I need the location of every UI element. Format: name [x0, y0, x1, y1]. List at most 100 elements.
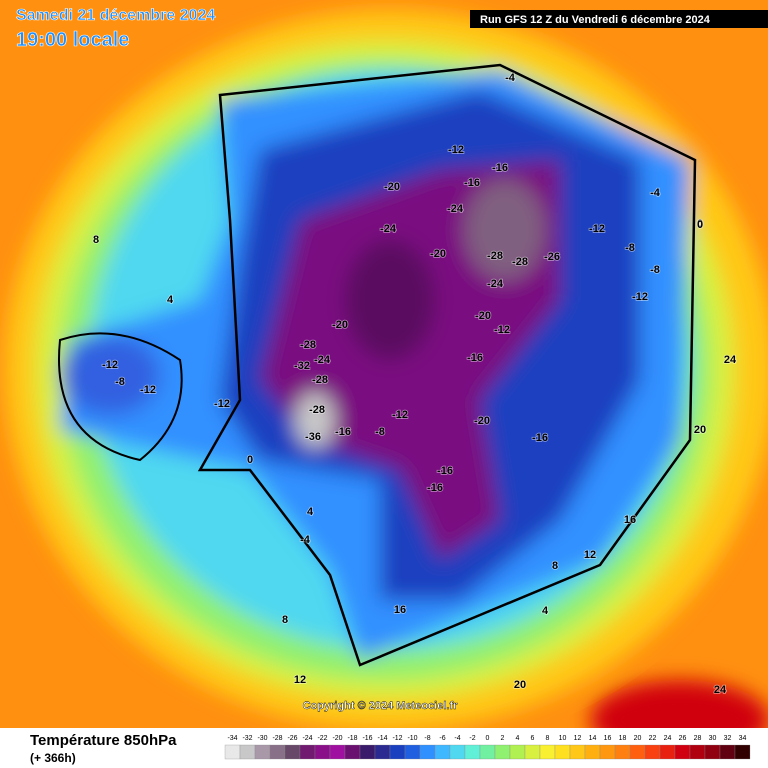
- contour-label: -24: [380, 223, 397, 235]
- scale-cell: [329, 744, 346, 760]
- scale-label: -6: [439, 735, 445, 742]
- contour-label: 12: [294, 674, 306, 686]
- contour-label: 8: [552, 560, 558, 572]
- contour-label: -4: [300, 534, 311, 546]
- contour-label: 24: [714, 684, 727, 696]
- scale-cell: [719, 744, 736, 760]
- scale-label: 8: [546, 735, 550, 742]
- lead-time: (+ 366h): [30, 751, 76, 765]
- scale-cell: [359, 744, 376, 760]
- scale-label: 22: [649, 735, 657, 742]
- contour-label: -16: [335, 426, 351, 438]
- scale-label: -14: [377, 735, 387, 742]
- contour-label: -24: [314, 354, 331, 366]
- scale-label: 14: [589, 735, 597, 742]
- scale-cell: [509, 744, 526, 760]
- contour-label: -4: [650, 187, 661, 199]
- contour-label: -16: [492, 162, 508, 174]
- contour-label: -12: [102, 359, 118, 371]
- contour-label: -28: [312, 374, 328, 386]
- scale-cell: [734, 744, 751, 760]
- contour-label: -12: [392, 409, 408, 421]
- date-title: Samedi 21 décembre 2024: [16, 7, 215, 24]
- scale-label: -30: [257, 735, 267, 742]
- scale-cell: [254, 744, 271, 760]
- copyright: Copyright © 2024 Meteociel.fr: [303, 700, 459, 712]
- scale-cell: [569, 744, 586, 760]
- zero-contour: [197, 63, 697, 667]
- scale-cell: [539, 744, 556, 760]
- contour-label: -8: [115, 376, 125, 388]
- run-info: Run GFS 12 Z du Vendredi 6 décembre 2024: [480, 14, 711, 26]
- contour-label: -16: [467, 352, 483, 364]
- scale-label: 24: [664, 735, 672, 742]
- contour-label: -26: [544, 251, 560, 263]
- scale-label: 20: [634, 735, 642, 742]
- scale-cell: [419, 744, 436, 760]
- contour-label: 0: [697, 219, 703, 231]
- scale-cell: [404, 744, 421, 760]
- scale-label: -18: [347, 735, 357, 742]
- contour-label: -24: [447, 203, 464, 215]
- contour-label: -20: [474, 415, 490, 427]
- scale-cell: [374, 744, 391, 760]
- scale-cell: [494, 744, 511, 760]
- contour-label: -36: [305, 431, 321, 443]
- scale-label: 12: [574, 735, 582, 742]
- scale-cell: [659, 744, 676, 760]
- field-band: [465, 180, 545, 280]
- scale-cell: [284, 744, 301, 760]
- contour-label: -28: [300, 339, 316, 351]
- contour-label: 20: [514, 679, 526, 691]
- time-title: 19:00 locale: [16, 29, 129, 51]
- contour-label: 20: [694, 424, 706, 436]
- scale-cell: [239, 744, 256, 760]
- contour-label: -12: [140, 384, 156, 396]
- scale-cell: [704, 744, 721, 760]
- contour: [58, 332, 183, 462]
- contour-label: 8: [282, 614, 288, 626]
- contour-label: 8: [93, 234, 99, 246]
- scale-label: 10: [559, 735, 567, 742]
- scale-label: 18: [619, 735, 627, 742]
- contour-label: -28: [512, 256, 528, 268]
- scale-cell: [614, 744, 631, 760]
- contour-label: 0: [247, 454, 253, 466]
- scale-label: -28: [272, 735, 282, 742]
- contour-label: 4: [307, 506, 314, 518]
- scale-cell: [524, 744, 541, 760]
- scale-cell: [344, 744, 361, 760]
- contour-label: -16: [427, 482, 443, 494]
- contour-label: -16: [532, 432, 548, 444]
- contour-label: -12: [214, 398, 230, 410]
- scale-cell: [314, 744, 331, 760]
- contour-label: 24: [724, 354, 737, 366]
- scale-cell: [269, 744, 286, 760]
- scale-label: -12: [392, 735, 402, 742]
- scale-label: -20: [332, 735, 342, 742]
- contour-label: -20: [430, 248, 446, 260]
- scale-label: -8: [424, 735, 430, 742]
- scale-label: 6: [531, 735, 535, 742]
- contour-label: 16: [394, 604, 406, 616]
- scale-cell: [644, 744, 661, 760]
- scale-label: -24: [302, 735, 312, 742]
- scale-cell: [584, 744, 601, 760]
- scale-label: 30: [709, 735, 717, 742]
- scale-label: -4: [454, 735, 460, 742]
- scale-label: 2: [501, 735, 505, 742]
- scale-cell: [629, 744, 646, 760]
- scale-cell: [689, 744, 706, 760]
- scale-cell: [224, 744, 241, 760]
- scale-cell: [464, 744, 481, 760]
- scale-label: 34: [739, 735, 747, 742]
- scale-label: 0: [486, 735, 490, 742]
- scale-cell: [299, 744, 316, 760]
- contour-label: 4: [167, 294, 174, 306]
- scale-label: -32: [242, 735, 252, 742]
- scale-label: 4: [516, 735, 520, 742]
- scale-label: 28: [694, 735, 702, 742]
- scale-label: 32: [724, 735, 732, 742]
